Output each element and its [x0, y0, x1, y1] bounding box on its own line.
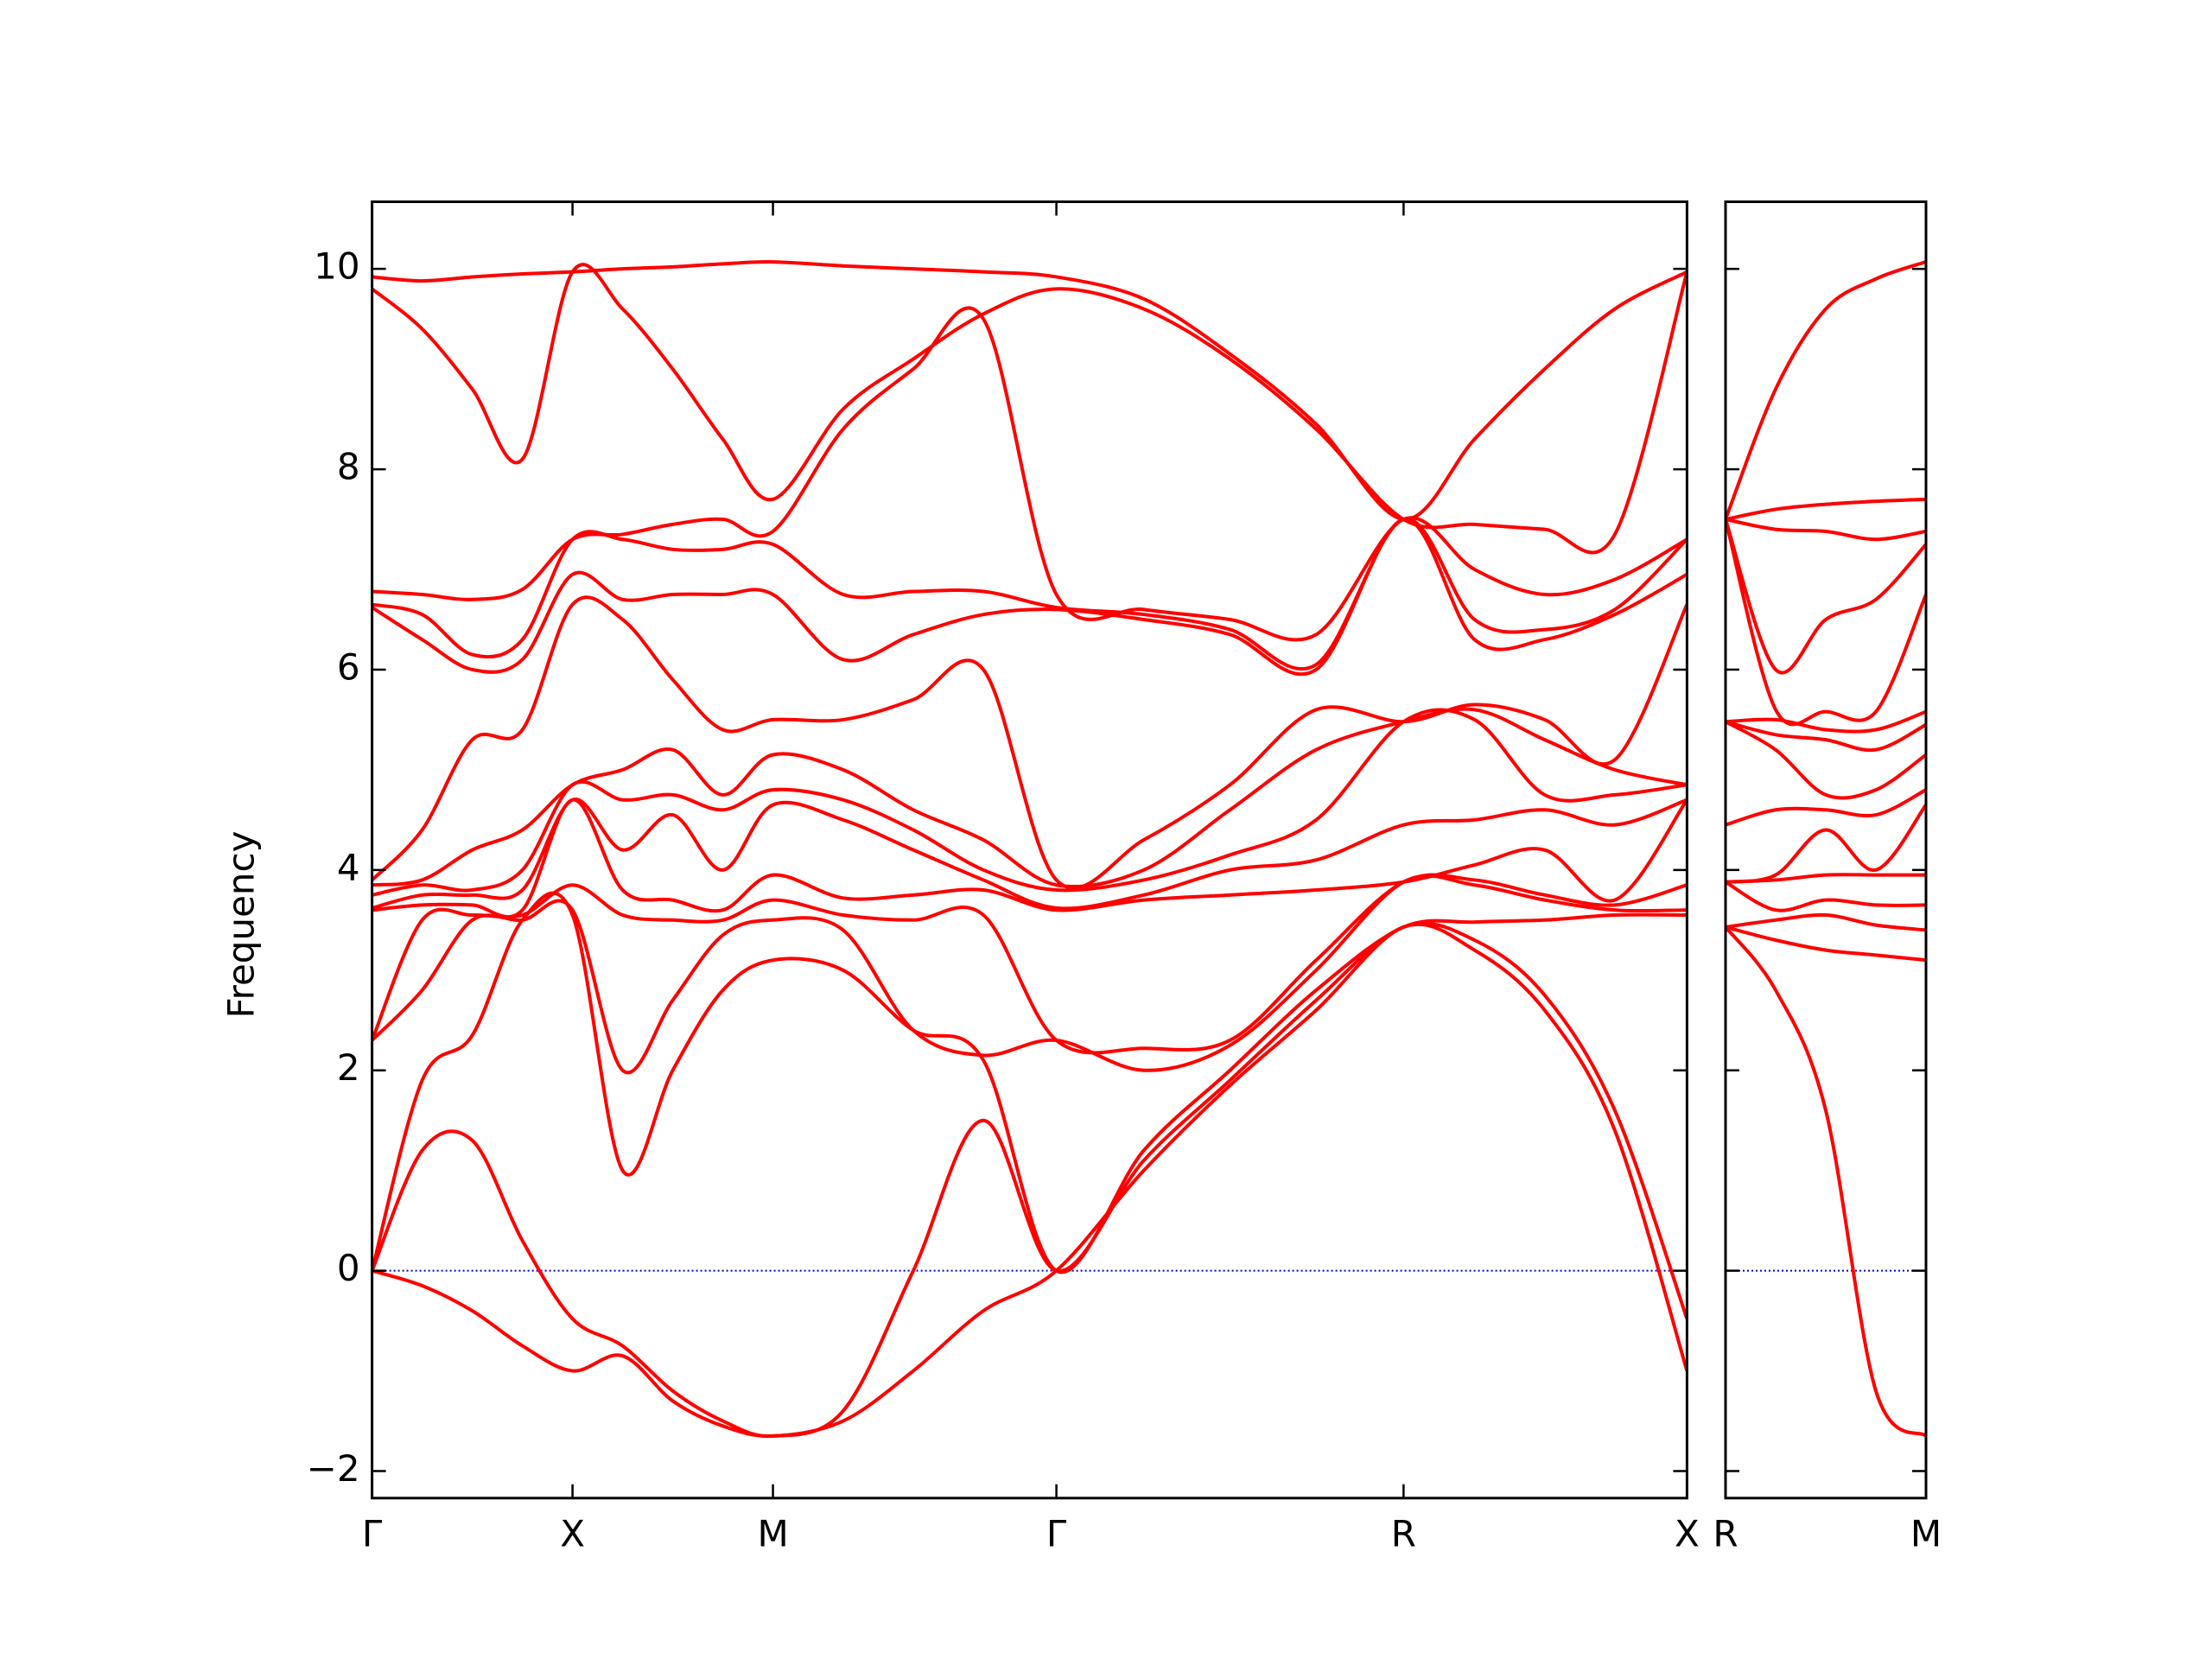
plot-area	[1726, 260, 1926, 1438]
band-line	[1726, 497, 1926, 522]
y-tick-label: −2	[307, 1447, 360, 1490]
plot-area	[372, 260, 1688, 1439]
x-tick-label: X	[560, 1512, 585, 1554]
band-line	[372, 708, 1688, 897]
band-line	[1726, 709, 1926, 734]
x-tick-label: M	[1910, 1512, 1942, 1554]
x-tick-label: M	[757, 1512, 788, 1554]
x-tick-label: R	[1713, 1512, 1738, 1554]
band-line	[372, 260, 1688, 522]
band-line	[372, 595, 1688, 890]
band-line	[372, 306, 1688, 642]
x-tick-label: Γ	[1046, 1512, 1067, 1554]
band-line	[1726, 788, 1926, 827]
band-line	[372, 518, 1688, 677]
band-line	[1726, 260, 1926, 520]
y-tick-label: 2	[337, 1046, 360, 1089]
band-line	[372, 921, 1688, 1439]
x-tick-label: Γ	[362, 1512, 383, 1554]
y-tick-label: 0	[337, 1247, 360, 1289]
x-tick-label: R	[1391, 1512, 1416, 1554]
band-line	[1726, 720, 1926, 800]
band-line	[1726, 880, 1926, 912]
band-line	[1726, 925, 1926, 963]
y-axis-label: Frequency	[220, 831, 263, 1019]
plot-frame	[371, 200, 1688, 1500]
band-line	[372, 517, 1688, 671]
y-tick-label: 10	[314, 245, 359, 288]
band-line	[1726, 720, 1926, 753]
band-line	[372, 922, 1688, 1438]
band-line	[1726, 518, 1926, 542]
band-line	[1726, 518, 1926, 727]
band-line	[372, 798, 1688, 911]
band-line	[1726, 912, 1926, 932]
band-line	[1726, 804, 1926, 884]
band-line	[1726, 925, 1926, 1438]
band-line	[372, 873, 1688, 1055]
band-line	[372, 263, 1688, 555]
x-tick-label: X	[1675, 1512, 1700, 1554]
band-line	[1726, 518, 1926, 675]
y-tick-label: 4	[337, 846, 360, 888]
plot-frame	[1724, 200, 1928, 1500]
y-tick-label: 6	[337, 645, 360, 688]
y-tick-label: 8	[337, 446, 360, 488]
